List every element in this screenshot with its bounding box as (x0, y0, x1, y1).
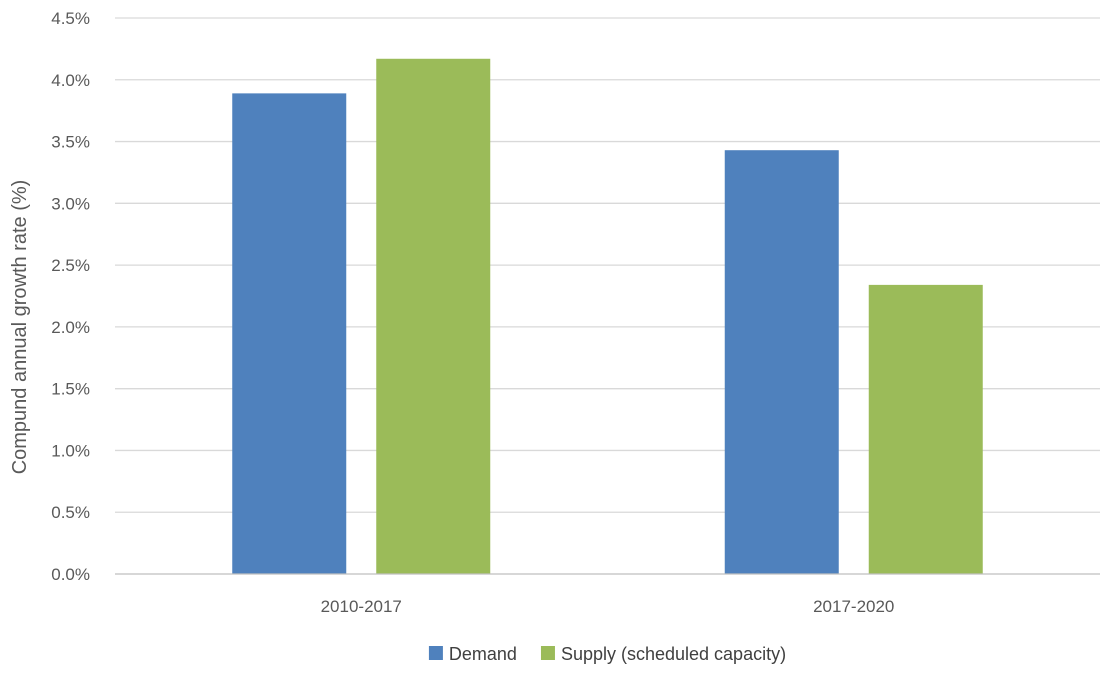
y-tick-label: 4.0% (51, 71, 90, 90)
y-tick-label: 4.5% (51, 9, 90, 28)
bar-demand-2010-2017 (232, 93, 347, 574)
y-tick-label: 2.5% (51, 256, 90, 275)
y-tick-label: 2.0% (51, 318, 90, 337)
y-tick-label: 1.0% (51, 441, 90, 460)
legend-label: Demand (449, 644, 517, 664)
legend-label: Supply (scheduled capacity) (561, 644, 786, 664)
y-tick-label: 0.5% (51, 503, 90, 522)
bars (232, 58, 983, 575)
legend-item: Supply (scheduled capacity) (540, 644, 786, 664)
y-tick-label: 3.5% (51, 133, 90, 152)
legend-item: Demand (428, 644, 517, 664)
y-tick-label: 0.0% (51, 565, 90, 584)
bar-demand-2017-2020 (724, 150, 839, 574)
x-tick-label: 2010-2017 (321, 597, 402, 616)
y-axis-title: Compund annual growth rate (%) (9, 180, 31, 475)
y-tick-label: 1.5% (51, 380, 90, 399)
bar-supply-2010-2017 (376, 58, 491, 575)
axes: 0.0% 0.5% 1.0% 1.5% 2.0% 2.5% 3.0% 3.5% 4.0% 4.5%… (51, 9, 1100, 616)
x-tick-label: 2017-2020 (813, 597, 894, 616)
bar-supply-2017-2020 (868, 284, 983, 574)
legend-swatch (540, 646, 555, 660)
y-tick-label: 3.0% (51, 194, 90, 213)
legend: Demand Supply (scheduled capacity) (428, 644, 786, 664)
legend-swatch (428, 646, 443, 660)
